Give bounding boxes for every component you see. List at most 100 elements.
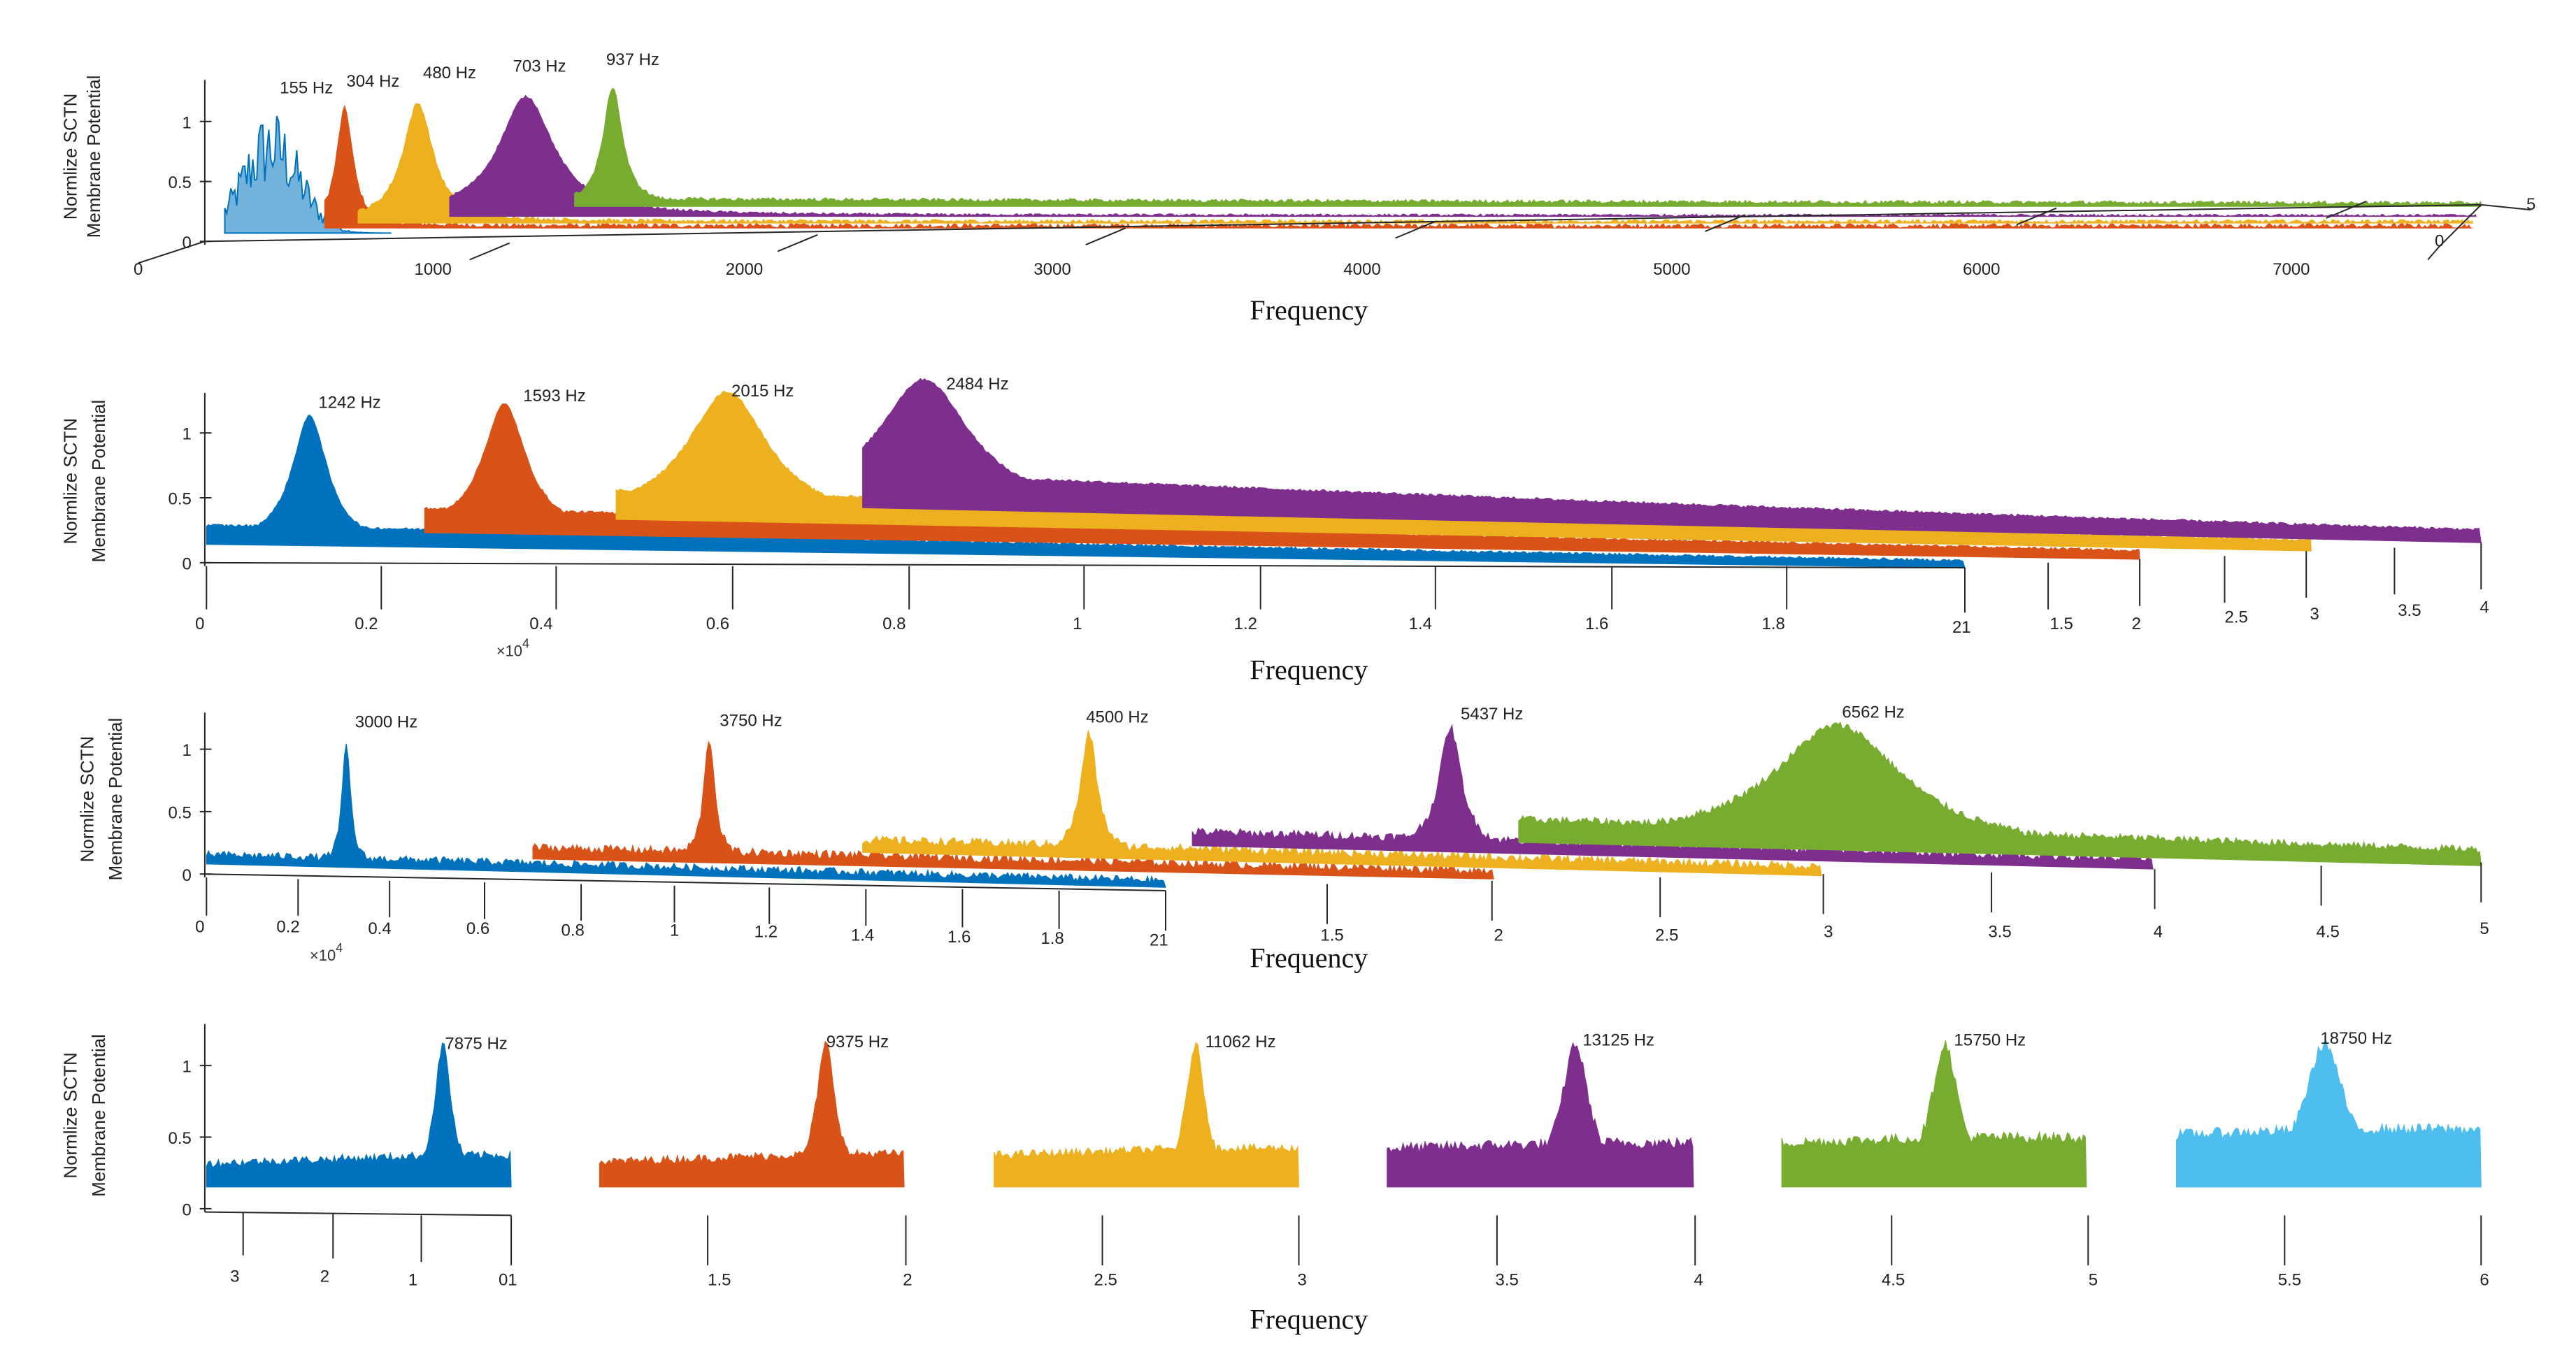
y-axis-label-line2: Membrane Potential: [105, 718, 126, 881]
x-tick-label: 2: [903, 1270, 912, 1289]
x-tick-label: 1.5: [1320, 926, 1343, 945]
y-tick-label: 0: [183, 554, 192, 573]
peak-label-2015hz: 2015 Hz: [731, 382, 794, 401]
series-area-18750hz: [2176, 1040, 2482, 1188]
x-tick-mark: [2326, 201, 2367, 219]
x-tick-mark: [1395, 220, 1436, 239]
x-tick-label: 1.8: [1040, 929, 1064, 948]
x-tick-mark: [469, 242, 510, 261]
x-tick-label: 5.5: [2278, 1270, 2301, 1289]
peak-label-13125hz: 13125 Hz: [1582, 1031, 1654, 1050]
series-area-9375hz: [599, 1040, 905, 1188]
x-tick-label: 5: [2480, 919, 2489, 938]
x-tick-label: 3.5: [1988, 923, 2011, 942]
x-tick-label: 0.4: [368, 919, 391, 938]
x-tick-label: 5: [2089, 1270, 2098, 1289]
x-tick-label: 1.2: [1234, 615, 1257, 633]
series-area-3000hz: [206, 743, 1166, 888]
y-axis-label-line1: Normlize SCTN: [60, 1052, 81, 1179]
depth-tick-label: 5: [2526, 195, 2535, 214]
series-area-15750hz: [1781, 1040, 2087, 1188]
peak-label-18750hz: 18750 Hz: [2320, 1029, 2392, 1048]
x-tick-label: 7000: [2273, 260, 2310, 279]
series-area-7875hz: [206, 1042, 512, 1188]
x-tick-label: 0.2: [276, 918, 299, 937]
peak-label-7875hz: 7875 Hz: [445, 1034, 507, 1053]
x-axis-line: [204, 561, 1966, 569]
x-tick-label: 3000: [1033, 260, 1071, 279]
series-area-703hz: [449, 94, 2477, 217]
panel-3: 0 0.5 1 0 0.2 0.4 0.6 0.8 1 1.2 1.4 1.6 1.8 21 1.5 2 2.5…: [76, 703, 2489, 973]
x-tick-label: 0.8: [561, 921, 585, 940]
peak-label-4500hz: 4500 Hz: [1086, 708, 1148, 727]
x-tick-label: 0: [195, 615, 204, 633]
x-tick-mark: [2016, 207, 2057, 226]
depth-axis-line: [2438, 204, 2482, 247]
x-tick-label: 6000: [1963, 260, 2000, 279]
series-area-937hz: [574, 87, 2482, 207]
x-tick-label: 2: [1494, 926, 1503, 945]
x-tick-label: 1.4: [1409, 615, 1432, 633]
series-area-2484hz: [862, 378, 2482, 543]
x-tick-label: 3.5: [2398, 601, 2421, 620]
peak-label-11062hz: 11062 Hz: [1205, 1033, 1276, 1051]
x-tick-label: 01: [499, 1270, 517, 1289]
peak-label-5437hz: 5437 Hz: [1461, 705, 1523, 724]
x-tick-label: 1: [408, 1270, 417, 1289]
x-tick-label: 1.5: [708, 1270, 731, 1289]
x-tick-label: 1.8: [1762, 615, 1785, 633]
y-tick-label: 1: [183, 425, 192, 444]
x-tick-label: 3.5: [1496, 1270, 1519, 1289]
x-tick-label: 5000: [1653, 260, 1690, 279]
peak-label-1593hz: 1593 Hz: [523, 387, 585, 405]
peak-label-9375hz: 9375 Hz: [827, 1033, 889, 1051]
x-tick-label: 4000: [1343, 260, 1380, 279]
y-tick-label: 0: [183, 234, 192, 252]
x-axis-label: Frequency: [1250, 294, 1368, 326]
x-tick-label: 3: [1824, 923, 1833, 942]
x-axis-line: [204, 873, 1166, 891]
depth-tick-label: 0: [2435, 231, 2444, 250]
y-axis-label-line2: Membrane Potential: [83, 76, 104, 238]
x-tick-label: 21: [1952, 618, 1971, 637]
x-tick-label: 2: [320, 1268, 329, 1286]
peak-label-2484hz: 2484 Hz: [946, 375, 1008, 394]
x-axis-label: Frequency: [1250, 1303, 1368, 1335]
x-tick-label: 1.2: [754, 923, 778, 942]
x-tick-label: 0.4: [529, 615, 552, 633]
panel-2: 0 0.5 1 0 0.2 0.4 0.6 0.8 1 1.2 1.4 1.6 1.8 21 1.5 2 2.5…: [60, 375, 2489, 685]
series-area-3750hz: [532, 740, 1494, 879]
axis-exponent-label: ×104: [310, 941, 343, 964]
y-axis-label-line2: Membrane Potential: [88, 400, 109, 563]
x-tick-mark: [1085, 227, 1126, 246]
x-tick-label: 2.5: [1655, 926, 1678, 945]
series-area-13125hz: [1387, 1042, 1694, 1188]
x-tick-label: 2.5: [2225, 608, 2248, 627]
y-tick-label: 0.5: [169, 1129, 192, 1148]
x-tick-label: 4.5: [2317, 923, 2340, 942]
x-tick-label: 2000: [726, 260, 763, 279]
series-area-155hz: [224, 115, 392, 234]
x-tick-label: 3: [1298, 1270, 1307, 1289]
x-tick-label: 1.5: [2050, 615, 2073, 633]
x-tick-label: 4: [2154, 923, 2163, 942]
x-tick-mark: [1705, 214, 1746, 232]
series-area-480hz: [357, 103, 2474, 224]
x-axis-line: [204, 1211, 512, 1216]
y-tick-label: 0.5: [169, 490, 192, 509]
x-tick-label: 3: [2310, 605, 2319, 624]
x-tick-label: 0.6: [466, 919, 489, 938]
peak-label-15750hz: 15750 Hz: [1954, 1031, 2026, 1050]
x-tick-label: 1.4: [851, 926, 874, 945]
y-axis-label-line2: Membrane Potential: [88, 1034, 109, 1197]
x-tick-label: 1000: [415, 260, 452, 279]
peak-label-937hz: 937 Hz: [606, 50, 659, 69]
y-tick-label: 0.5: [169, 803, 192, 822]
y-axis-label-line1: Normlize SCTN: [76, 736, 97, 863]
y-axis-label-line1: Normlize SCTN: [60, 94, 81, 220]
x-axis-label: Frequency: [1250, 942, 1368, 974]
depth-tick-mark: [2427, 245, 2440, 261]
peak-label-6562hz: 6562 Hz: [1842, 703, 1904, 721]
series-area-11062hz: [994, 1041, 1300, 1188]
x-tick-label: 1.6: [1585, 615, 1608, 633]
